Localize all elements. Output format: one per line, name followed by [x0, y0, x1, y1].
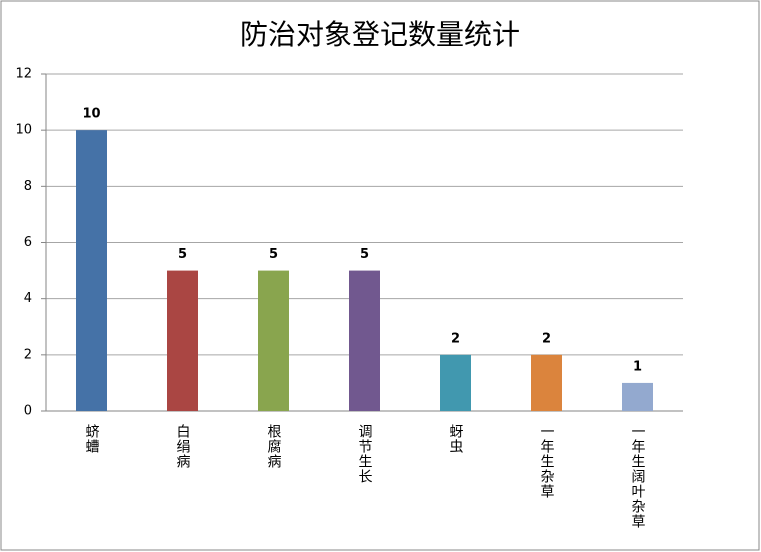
y-tick-label: 6: [24, 235, 32, 250]
y-tick-label: 10: [15, 123, 32, 138]
data-label: 2: [451, 331, 460, 346]
y-tick-label: 0: [24, 404, 32, 419]
bar: [349, 270, 380, 411]
data-label: 5: [360, 247, 369, 262]
bar: [258, 270, 289, 411]
data-label: 10: [82, 107, 100, 122]
y-tick-label: 4: [24, 291, 32, 306]
x-tick-label: 根腐病: [266, 424, 282, 469]
data-label: 1: [633, 359, 642, 374]
x-tick-label: 一年生阔叶杂草: [630, 424, 646, 529]
bar: [440, 354, 471, 411]
data-label: 5: [269, 247, 278, 262]
bar: [622, 382, 653, 411]
data-label: 2: [542, 331, 551, 346]
x-tick-label: 调节生长: [357, 424, 373, 484]
y-tick-label: 8: [24, 179, 32, 194]
x-tick-label: 蛴螬: [84, 424, 100, 454]
bar: [531, 354, 562, 411]
bar: [167, 270, 198, 411]
x-tick-label: 蚜虫: [448, 424, 464, 454]
data-label: 5: [178, 247, 187, 262]
x-tick-label: 白绢病: [175, 424, 191, 469]
y-tick-label: 2: [24, 347, 32, 362]
y-tick-label: 12: [15, 67, 32, 82]
x-tick-label: 一年生杂草: [539, 424, 555, 499]
bar: [76, 130, 107, 411]
chart-title: 防治对象登记数量统计: [240, 18, 520, 51]
